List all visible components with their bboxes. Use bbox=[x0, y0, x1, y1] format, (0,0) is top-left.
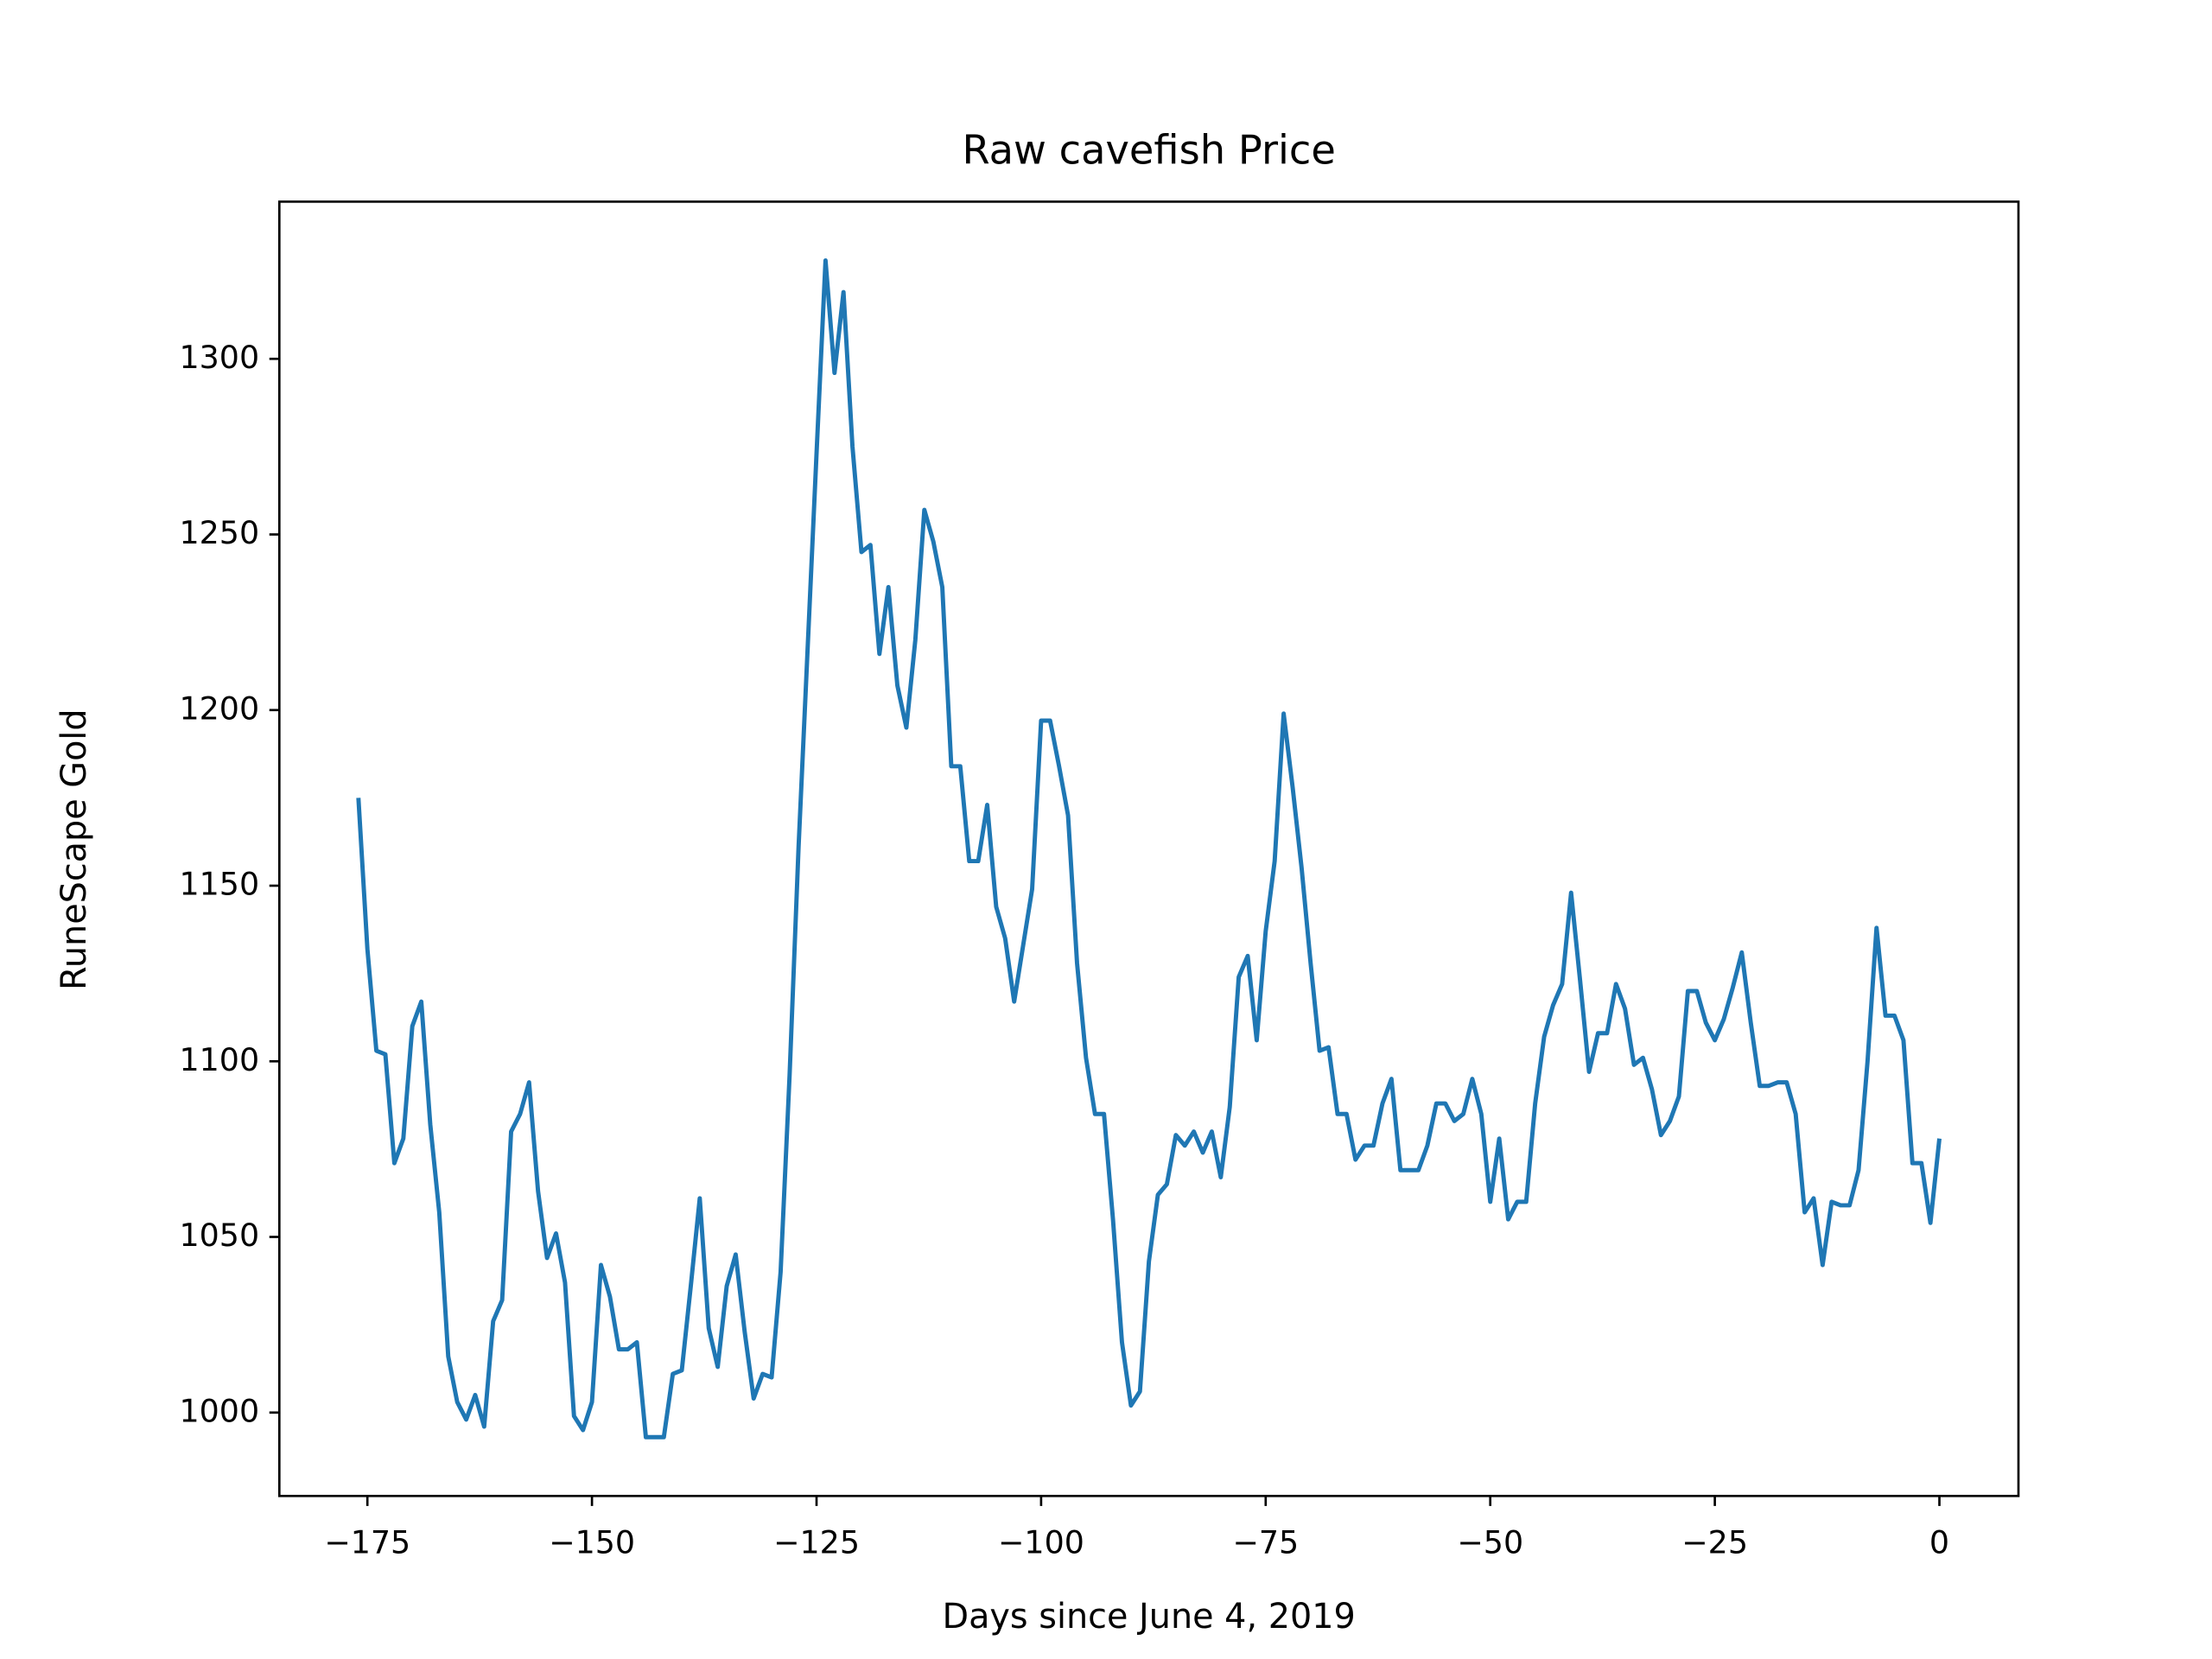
x-tick-label: −125 bbox=[773, 1524, 860, 1561]
data-line bbox=[356, 257, 1942, 1440]
x-tick-label: −50 bbox=[1457, 1524, 1523, 1561]
x-tick-label: 0 bbox=[1929, 1524, 1949, 1561]
x-tick-label: −100 bbox=[998, 1524, 1084, 1561]
x-tick-label: −25 bbox=[1681, 1524, 1748, 1561]
x-tick-label: −150 bbox=[549, 1524, 635, 1561]
x-tick-label: −75 bbox=[1232, 1524, 1299, 1561]
plot-frame bbox=[277, 200, 2020, 1497]
y-tick-label: 1150 bbox=[179, 866, 259, 903]
y-tick-label: 1100 bbox=[179, 1041, 259, 1078]
x-axis-label: Days since June 4, 2019 bbox=[943, 1597, 1356, 1637]
x-tick-label: −175 bbox=[324, 1524, 410, 1561]
y-tick-label: 1250 bbox=[179, 514, 259, 551]
chart-title: Raw cavefish Price bbox=[962, 127, 1335, 174]
y-tick-label: 1300 bbox=[179, 339, 259, 376]
y-tick-label: 1200 bbox=[179, 690, 259, 727]
y-tick-label: 1000 bbox=[179, 1392, 259, 1429]
y-axis-label: RuneScape Gold bbox=[54, 709, 94, 990]
y-tick-label: 1050 bbox=[179, 1217, 259, 1254]
